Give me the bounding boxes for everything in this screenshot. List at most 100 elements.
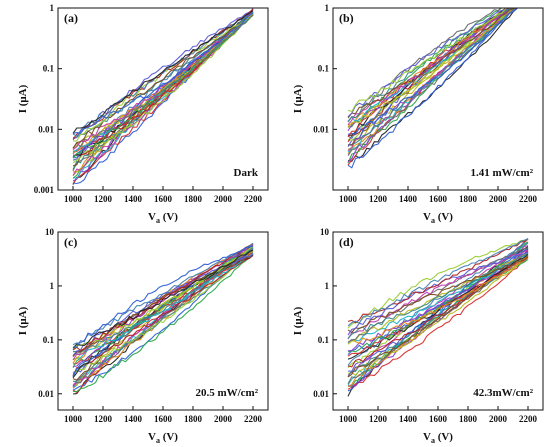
series-group	[72, 242, 254, 395]
series-line	[347, 8, 508, 113]
series-line	[347, 239, 529, 329]
x-tick-label: 2000	[214, 194, 233, 204]
y-tick-label: 0.1	[43, 335, 55, 345]
series-line	[72, 244, 254, 361]
y-tick-label: 0.01	[313, 389, 329, 399]
series-line	[347, 8, 512, 122]
x-tick-label: 2000	[489, 414, 508, 424]
y-tick-label: 0.1	[43, 64, 55, 74]
panel-label: (d)	[339, 235, 354, 249]
series-line	[347, 8, 517, 129]
y-tick-label: 0.1	[318, 64, 330, 74]
series-line	[347, 8, 509, 126]
y-tick-label: 0.1	[318, 335, 330, 345]
x-tick-label: 1800	[184, 194, 203, 204]
y-axis-label: I (μA)	[292, 84, 304, 113]
y-axis-label: I (μA)	[17, 306, 29, 335]
series-line	[72, 247, 254, 353]
plot-frame	[57, 7, 269, 191]
x-tick-label: 1200	[369, 414, 388, 424]
series-line	[347, 255, 529, 377]
series-line	[347, 252, 529, 336]
x-tick-label: 1000	[339, 414, 358, 424]
series-line	[72, 13, 254, 164]
series-line	[72, 13, 254, 142]
x-tick-label: 1200	[369, 194, 388, 204]
x-tick-label: 1800	[459, 194, 478, 204]
x-tick-label: 1200	[94, 194, 113, 204]
x-axis-label: Va (V)	[148, 211, 178, 225]
series-line	[72, 14, 254, 149]
x-tick-label: 1800	[459, 414, 478, 424]
y-tick-label: 10	[45, 227, 55, 237]
x-axis-label: Va (V)	[423, 211, 453, 225]
plot-frame	[332, 7, 544, 191]
series-line	[72, 242, 254, 352]
y-tick-label: 1	[50, 3, 55, 13]
y-tick-label: 1	[50, 281, 55, 291]
panel-label: (b)	[339, 11, 354, 25]
series-line	[72, 9, 254, 140]
series-line	[72, 255, 254, 377]
series-line	[72, 243, 254, 368]
condition-annotation: 20.5 mW/cm²	[195, 387, 258, 399]
condition-annotation: 42.3mW/cm²	[473, 387, 534, 399]
x-tick-label: 1000	[64, 194, 83, 204]
x-tick-label: 1400	[124, 194, 143, 204]
panel-label: (a)	[64, 11, 78, 25]
y-tick-label: 10	[320, 227, 330, 237]
x-tick-label: 1600	[429, 194, 448, 204]
condition-annotation: 1.41 mW/cm²	[470, 167, 533, 179]
series-group	[72, 8, 254, 185]
x-tick-label: 1400	[124, 414, 143, 424]
condition-annotation: Dark	[234, 167, 259, 179]
series-line	[347, 256, 529, 345]
panel-4: 1000 1200 1400 1600 1800 2000 2200 0.01 0.1 1 10 Va…	[292, 227, 544, 445]
y-tick-label: 0.01	[313, 124, 329, 134]
x-axis-label: Va (V)	[148, 431, 178, 445]
x-axis-label: Va (V)	[423, 431, 453, 445]
y-axis-label: I (μA)	[17, 84, 29, 113]
x-tick-label: 1400	[399, 414, 418, 424]
series-line	[347, 253, 529, 360]
series-line	[72, 242, 254, 346]
x-tick-label: 2000	[214, 414, 233, 424]
series-line	[347, 8, 519, 162]
series-line	[72, 249, 254, 349]
y-tick-label: 0.001	[34, 185, 55, 195]
y-tick-label: 1	[325, 3, 330, 13]
x-tick-label: 1800	[184, 414, 203, 424]
series-line	[72, 14, 254, 159]
series-line	[347, 8, 514, 132]
x-tick-label: 2200	[519, 414, 538, 424]
x-tick-label: 1200	[94, 414, 113, 424]
x-tick-label: 1600	[154, 194, 173, 204]
series-line	[73, 253, 254, 393]
panel-1: 1000 1200 1400 1600 1800 2000 2200 0.001 0.01 0.1…	[17, 3, 269, 225]
series-line	[72, 12, 254, 135]
y-tick-label: 0.01	[38, 389, 54, 399]
series-group	[347, 238, 529, 397]
x-tick-label: 1400	[399, 194, 418, 204]
series-line	[72, 14, 254, 149]
y-axis-label: I (μA)	[292, 306, 304, 335]
series-line	[347, 257, 529, 390]
series-line	[72, 10, 254, 134]
series-line	[347, 8, 515, 123]
series-line	[347, 256, 529, 334]
series-line	[72, 250, 254, 373]
series-line	[347, 238, 529, 327]
series-line	[72, 245, 254, 348]
x-tick-label: 2200	[244, 194, 263, 204]
series-line	[347, 8, 516, 119]
x-tick-label: 1000	[339, 194, 358, 204]
x-tick-label: 1000	[64, 414, 83, 424]
series-group	[347, 8, 519, 169]
x-tick-label: 1600	[154, 414, 173, 424]
y-tick-label: 0.01	[38, 124, 54, 134]
x-tick-label: 2200	[244, 414, 263, 424]
x-tick-label: 2000	[489, 194, 508, 204]
series-line	[72, 254, 254, 358]
panel-label: (c)	[64, 235, 77, 249]
y-tick-label: 1	[325, 281, 330, 291]
